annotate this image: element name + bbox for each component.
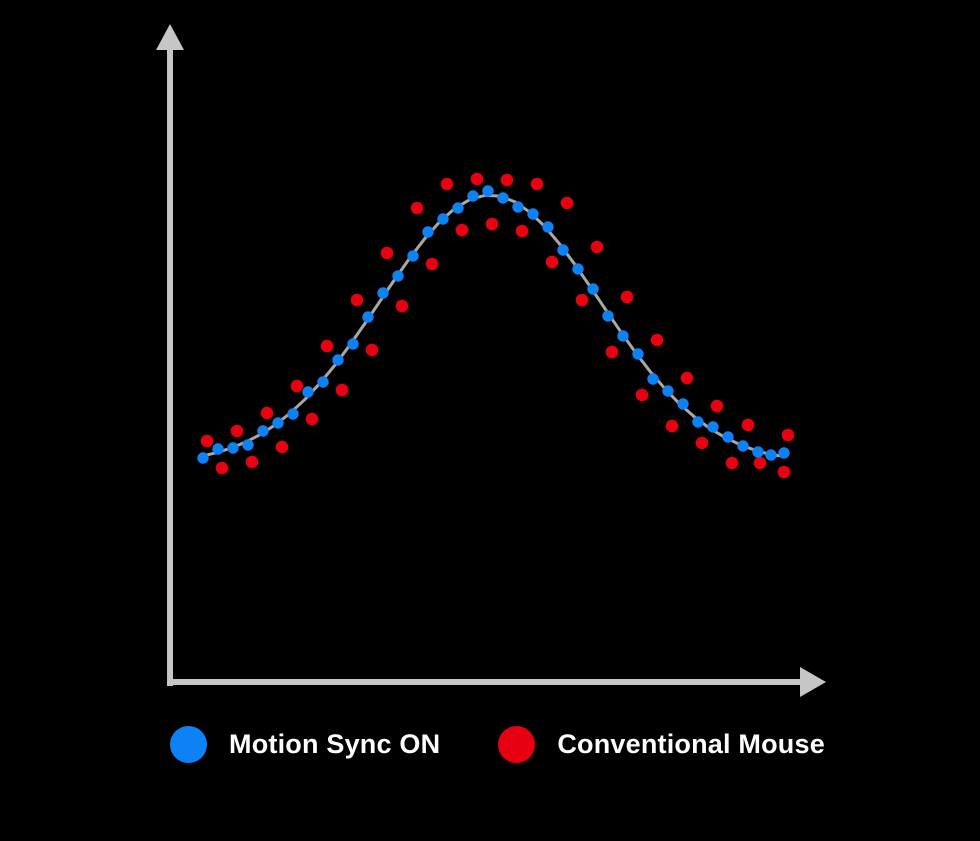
- data-point-conventional-mouse: [305, 412, 319, 426]
- data-point-motion-sync-on: [572, 263, 584, 275]
- data-point-motion-sync-on: [778, 447, 790, 459]
- data-point-motion-sync-on: [287, 408, 299, 420]
- data-point-conventional-mouse: [200, 434, 214, 448]
- data-point-conventional-mouse: [590, 240, 604, 254]
- data-point-motion-sync-on: [722, 431, 734, 443]
- data-point-conventional-mouse: [275, 440, 289, 454]
- data-point-motion-sync-on: [662, 385, 674, 397]
- data-point-motion-sync-on: [542, 221, 554, 233]
- data-point-motion-sync-on: [407, 250, 419, 262]
- data-point-conventional-mouse: [260, 406, 274, 420]
- legend-label-motion-sync-on: Motion Sync ON: [229, 728, 441, 759]
- data-point-conventional-mouse: [215, 461, 229, 475]
- data-point-motion-sync-on: [557, 244, 569, 256]
- data-point-conventional-mouse: [455, 223, 469, 237]
- data-point-conventional-mouse: [781, 428, 795, 442]
- legend-dot-red-icon: [498, 725, 536, 763]
- data-point-conventional-mouse: [350, 293, 364, 307]
- data-point-conventional-mouse: [425, 257, 439, 271]
- series-conventional-mouse: [200, 172, 795, 479]
- data-point-conventional-mouse: [575, 293, 589, 307]
- data-point-conventional-mouse: [335, 383, 349, 397]
- data-point-motion-sync-on: [302, 386, 314, 398]
- data-point-motion-sync-on: [482, 185, 494, 197]
- data-point-motion-sync-on: [272, 417, 284, 429]
- data-point-conventional-mouse: [515, 224, 529, 238]
- data-point-motion-sync-on: [527, 208, 539, 220]
- data-point-motion-sync-on: [392, 270, 404, 282]
- data-point-conventional-mouse: [725, 456, 739, 470]
- data-point-conventional-mouse: [695, 436, 709, 450]
- data-point-motion-sync-on: [497, 192, 509, 204]
- data-point-motion-sync-on: [197, 452, 209, 464]
- data-point-motion-sync-on: [512, 201, 524, 213]
- data-point-motion-sync-on: [332, 354, 344, 366]
- data-point-conventional-mouse: [365, 343, 379, 357]
- y-axis-arrowhead-icon: [156, 24, 184, 50]
- data-point-conventional-mouse: [741, 418, 755, 432]
- x-axis-arrowhead-icon: [800, 667, 826, 697]
- data-point-conventional-mouse: [545, 255, 559, 269]
- data-point-motion-sync-on: [677, 398, 689, 410]
- data-point-motion-sync-on: [467, 190, 479, 202]
- data-point-motion-sync-on: [317, 376, 329, 388]
- data-point-motion-sync-on: [617, 330, 629, 342]
- data-point-conventional-mouse: [680, 371, 694, 385]
- data-point-motion-sync-on: [587, 283, 599, 295]
- data-point-motion-sync-on: [452, 202, 464, 214]
- data-point-conventional-mouse: [290, 379, 304, 393]
- data-point-conventional-mouse: [777, 465, 791, 479]
- data-point-conventional-mouse: [560, 196, 574, 210]
- data-point-motion-sync-on: [362, 311, 374, 323]
- data-point-motion-sync-on: [752, 446, 764, 458]
- scatter-chart-canvas: [156, 24, 826, 697]
- data-point-motion-sync-on: [737, 440, 749, 452]
- legend-item-motion-sync-on: Motion Sync ON: [170, 725, 441, 763]
- legend-label-conventional-mouse: Conventional Mouse: [557, 728, 825, 759]
- data-point-conventional-mouse: [650, 333, 664, 347]
- data-point-conventional-mouse: [470, 172, 484, 186]
- data-point-conventional-mouse: [245, 455, 259, 469]
- data-point-conventional-mouse: [485, 217, 499, 231]
- data-point-motion-sync-on: [347, 338, 359, 350]
- data-point-motion-sync-on: [257, 425, 269, 437]
- data-point-motion-sync-on: [765, 449, 777, 461]
- data-point-motion-sync-on: [437, 213, 449, 225]
- data-point-motion-sync-on: [692, 416, 704, 428]
- data-point-conventional-mouse: [320, 339, 334, 353]
- legend-dot-blue-icon: [170, 725, 207, 763]
- data-point-conventional-mouse: [395, 299, 409, 313]
- data-point-conventional-mouse: [230, 424, 244, 438]
- data-point-conventional-mouse: [605, 345, 619, 359]
- data-point-conventional-mouse: [440, 177, 454, 191]
- data-point-motion-sync-on: [602, 310, 614, 322]
- data-point-conventional-mouse: [380, 246, 394, 260]
- trend-line: [198, 193, 787, 459]
- legend-item-conventional-mouse: Conventional Mouse: [498, 725, 825, 763]
- data-point-motion-sync-on: [707, 421, 719, 433]
- data-point-conventional-mouse: [410, 201, 424, 215]
- data-point-conventional-mouse: [530, 177, 544, 191]
- data-point-motion-sync-on: [377, 287, 389, 299]
- data-point-motion-sync-on: [632, 348, 644, 360]
- data-point-conventional-mouse: [635, 388, 649, 402]
- legend: Motion Sync ON Conventional Mouse: [170, 722, 825, 766]
- data-point-motion-sync-on: [242, 439, 254, 451]
- data-point-conventional-mouse: [665, 419, 679, 433]
- data-point-motion-sync-on: [422, 226, 434, 238]
- data-point-conventional-mouse: [753, 456, 767, 470]
- series-motion-sync-on: [197, 185, 790, 464]
- data-point-motion-sync-on: [227, 442, 239, 454]
- data-point-conventional-mouse: [710, 399, 724, 413]
- data-point-motion-sync-on: [647, 373, 659, 385]
- data-point-motion-sync-on: [212, 443, 224, 455]
- data-point-conventional-mouse: [620, 290, 634, 304]
- data-point-conventional-mouse: [500, 173, 514, 187]
